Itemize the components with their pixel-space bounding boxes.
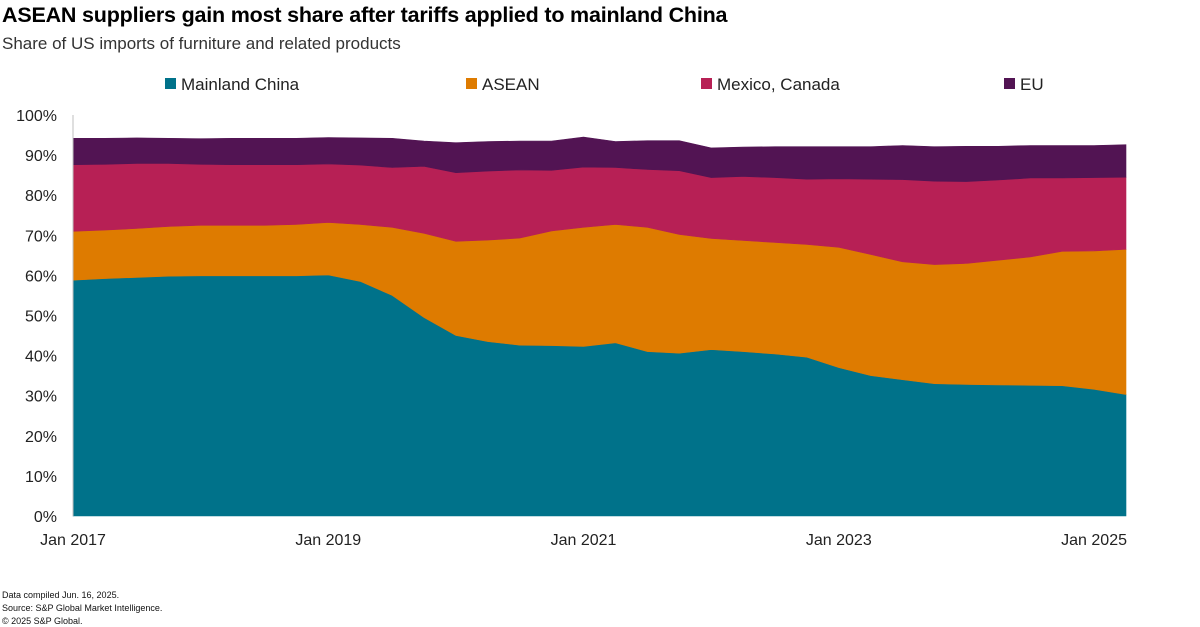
y-tick-label: 40% bbox=[25, 349, 57, 366]
y-tick-label: 90% bbox=[25, 148, 57, 165]
stacked-area-chart: Mainland China ASEAN Mexico, Canada EU 0% 10… bbox=[16, 75, 1127, 549]
y-axis: 0% 10% 20% 30% 40% 50% 60% 70% 80% 90% 100% bbox=[16, 108, 74, 526]
chart-title: ASEAN suppliers gain most share after ta… bbox=[2, 3, 728, 27]
x-tick-label: Jan 2025 bbox=[1061, 532, 1127, 549]
legend: Mainland China ASEAN Mexico, Canada EU bbox=[165, 75, 1044, 94]
y-tick-label: 50% bbox=[25, 309, 57, 326]
footnote-copyright: © 2025 S&P Global. bbox=[2, 616, 83, 626]
plot-area bbox=[72, 136, 1127, 517]
x-tick-label: Jan 2017 bbox=[40, 532, 106, 549]
y-tick-label: 70% bbox=[25, 228, 57, 245]
x-tick-label: Jan 2023 bbox=[806, 532, 872, 549]
y-tick-label: 0% bbox=[34, 509, 57, 526]
footnote-source: Source: S&P Global Market Intelligence. bbox=[2, 603, 163, 613]
y-tick-label: 10% bbox=[25, 469, 57, 486]
x-tick-label: Jan 2019 bbox=[295, 532, 361, 549]
legend-label-eu: EU bbox=[1020, 75, 1044, 94]
legend-swatch-mainland-china bbox=[165, 78, 176, 89]
area-eu bbox=[72, 136, 1127, 182]
legend-swatch-eu bbox=[1004, 78, 1015, 89]
y-tick-label: 30% bbox=[25, 389, 57, 406]
y-tick-label: 60% bbox=[25, 268, 57, 285]
legend-label-asean: ASEAN bbox=[482, 75, 540, 94]
legend-label-mexico-canada: Mexico, Canada bbox=[717, 75, 840, 94]
chart-subtitle: Share of US imports of furniture and rel… bbox=[2, 34, 401, 53]
y-tick-label: 80% bbox=[25, 188, 57, 205]
legend-swatch-asean bbox=[466, 78, 477, 89]
x-tick-label: Jan 2021 bbox=[551, 532, 617, 549]
y-tick-label: 20% bbox=[25, 429, 57, 446]
footnote-compiled: Data compiled Jun. 16, 2025. bbox=[2, 590, 120, 600]
y-tick-label: 100% bbox=[16, 108, 57, 125]
legend-label-mainland-china: Mainland China bbox=[181, 75, 300, 94]
x-axis: Jan 2017 Jan 2019 Jan 2021 Jan 2023 Jan 2025 bbox=[40, 532, 1127, 549]
legend-swatch-mexico-canada bbox=[701, 78, 712, 89]
